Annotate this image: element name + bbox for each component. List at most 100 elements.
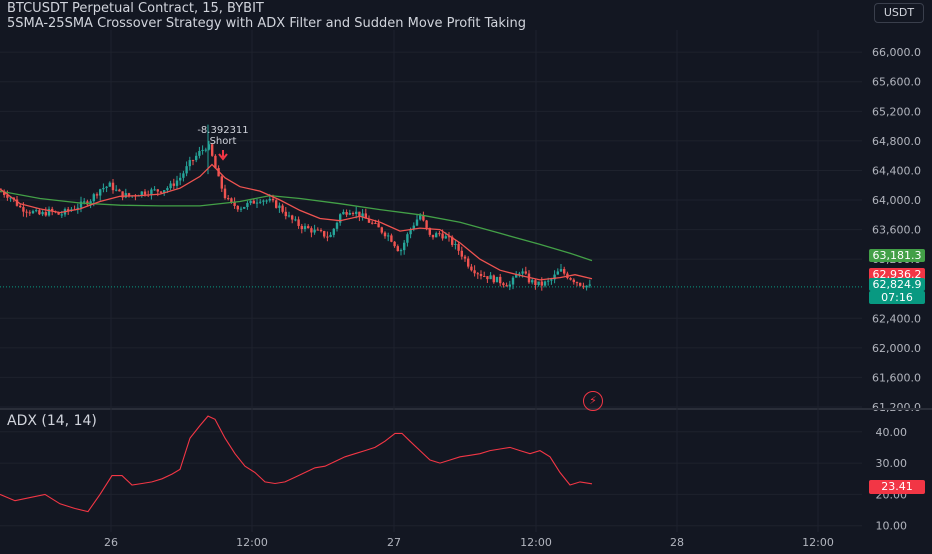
lightning-icon[interactable]: ⚡ [583,391,603,411]
candle-body [281,205,284,212]
candle-body [6,195,9,198]
x-tick-label: 26 [104,536,118,549]
candle-body [319,230,323,232]
candle-body [342,211,345,215]
candle-body [175,180,179,186]
candle-body [505,285,508,287]
candle-body [329,234,332,238]
candle-body [550,279,553,281]
currency-button[interactable]: USDT [874,3,924,23]
candle-body [211,144,214,156]
candle-body [28,212,31,214]
candle-body [166,188,169,191]
candle-body [348,213,351,215]
candle-body [451,236,454,245]
y-tick-label: 62,400.0 [872,312,921,325]
candle-body [345,211,348,215]
candle-body [435,233,438,238]
candle-body [479,273,483,277]
y-tick-label: 65,200.0 [872,105,921,118]
candle-body [355,211,358,214]
candle-body [268,198,271,201]
candle-body [463,256,467,259]
candle-body [118,189,121,192]
candle-body [553,274,556,280]
candle-body [115,189,118,191]
candle-body [217,168,220,177]
candle-body [383,232,387,237]
candle-body [163,190,166,193]
candle-body [99,189,102,196]
candle-body [35,210,38,212]
candle-body [92,194,95,202]
candle-body [367,218,371,223]
adx-value-tag: 23.41 [869,480,925,494]
candle-body [406,234,409,243]
candle-body [201,149,204,151]
candle-body [524,271,527,274]
candle-body [230,198,233,203]
candle-body [473,270,476,274]
candle-body [233,202,236,206]
candle-body [390,235,393,242]
candle-body [307,226,310,229]
y-tick-label: 66,000.0 [872,46,921,59]
candle-body [377,223,380,228]
candle-body [31,211,35,214]
candle-body [323,231,326,237]
candle-body [95,194,99,196]
candle-body [575,282,579,284]
candle-body [227,198,230,200]
candle-body [19,205,22,208]
candle-body [556,271,559,275]
candle-body [425,220,428,228]
y-tick-label: 63,600.0 [872,224,921,237]
candle-body [243,206,246,209]
candle-body [207,144,211,150]
candle-body [537,281,540,285]
candle-body [124,193,127,198]
last-price-tag: 62,824.9 [869,278,925,291]
candle-body [431,234,435,238]
adx-pane-title: ADX (14, 14) [7,413,97,429]
candle-body [159,191,163,193]
candle-body [179,177,182,181]
candle-body [326,236,329,238]
y-tick-label: 61,200.0 [872,401,921,414]
y-tick-label: 64,400.0 [872,164,921,177]
adx-y-tick-label: 40.00 [876,426,908,439]
candle-body [585,285,588,288]
candle-body [387,235,390,237]
candle-body [511,277,515,285]
candle-body [214,155,217,169]
candle-body [300,225,303,230]
candle-body [3,191,6,196]
candle-body [534,280,537,285]
candle-body [358,211,361,217]
candle-body [150,189,153,195]
candle-body [518,273,521,275]
candle-body [409,228,412,235]
candle-body [396,246,399,252]
candle-body [259,201,262,203]
candle-body [316,229,319,231]
candle-body [278,205,281,208]
candle-body [143,191,147,195]
candle-body [543,281,547,286]
candle-body [563,269,566,274]
y-tick-label: 61,600.0 [872,371,921,384]
candle-body [499,276,502,284]
candle-body [287,215,291,217]
candle-body [521,271,524,274]
candle-body [38,210,41,215]
candle-body [255,202,259,204]
candle-body [76,207,79,210]
candle-body [191,160,195,162]
candle-body [172,183,175,186]
candle-body [291,215,294,220]
candle-body [483,276,486,278]
candle-body [169,183,172,189]
x-tick-label: 27 [387,536,401,549]
